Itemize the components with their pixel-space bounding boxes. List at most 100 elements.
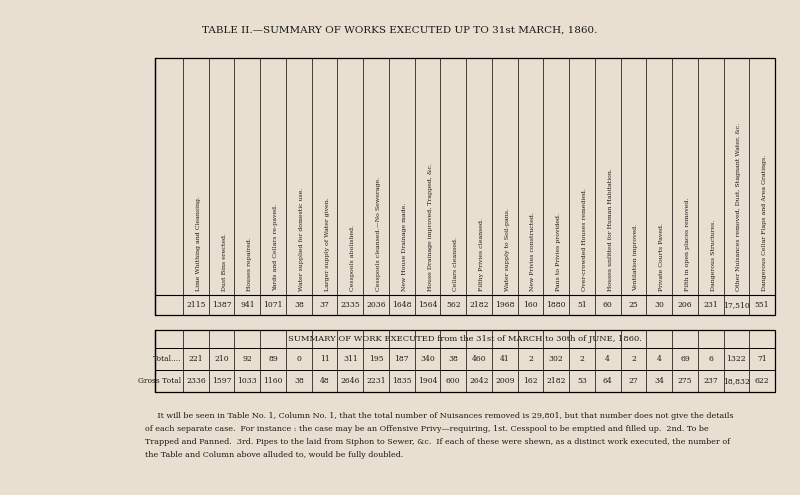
Text: Other Nuisances removed, Dust, Stagnant Water, &c.: Other Nuisances removed, Dust, Stagnant … (736, 123, 742, 291)
Text: Dust Bins erected.: Dust Bins erected. (222, 233, 226, 291)
Text: 6: 6 (708, 355, 713, 363)
Text: Dangerous Cellar Flaps and Area Gratings.: Dangerous Cellar Flaps and Area Gratings… (762, 155, 767, 291)
Text: 2646: 2646 (341, 377, 360, 385)
Text: Trapped and Panned.  3rd. Pipes to the laid from Siphon to Sewer, &c.  If each o: Trapped and Panned. 3rd. Pipes to the la… (145, 438, 730, 446)
Text: 1968: 1968 (495, 301, 514, 309)
Text: 160: 160 (523, 301, 538, 309)
Text: 622: 622 (755, 377, 770, 385)
Text: the Table and Column above alluded to, would be fully doubled.: the Table and Column above alluded to, w… (145, 451, 403, 459)
Text: 1880: 1880 (546, 301, 566, 309)
Text: 311: 311 (343, 355, 358, 363)
Text: Cesspools cleansed.—No Sewerage.: Cesspools cleansed.—No Sewerage. (376, 177, 381, 291)
Text: Water supplied for domestic use.: Water supplied for domestic use. (299, 188, 304, 291)
Text: 1387: 1387 (212, 301, 231, 309)
Text: SUMMARY OF WORK EXECUTED from the 31st of MARCH to 30th of JUNE, 1860.: SUMMARY OF WORK EXECUTED from the 31st o… (288, 335, 642, 343)
Text: 89: 89 (268, 355, 278, 363)
Text: of each separate case.  For instance : the case may be an Offensive Privy—requir: of each separate case. For instance : th… (145, 425, 709, 433)
Text: 2: 2 (631, 355, 636, 363)
Text: 1071: 1071 (263, 301, 283, 309)
Text: 25: 25 (629, 301, 638, 309)
Text: 18,832: 18,832 (723, 377, 750, 385)
Text: 600: 600 (446, 377, 461, 385)
Text: 562: 562 (446, 301, 461, 309)
Text: 53: 53 (577, 377, 587, 385)
Text: Ventilation improved.: Ventilation improved. (634, 224, 638, 291)
Text: Yards and Cellars re-paved.: Yards and Cellars re-paved. (273, 204, 278, 291)
Text: 2009: 2009 (495, 377, 514, 385)
Text: 41: 41 (500, 355, 510, 363)
Text: 38: 38 (294, 301, 304, 309)
Text: Over-crowded Houses remedied.: Over-crowded Houses remedied. (582, 188, 587, 291)
Text: 2: 2 (579, 355, 584, 363)
Text: 941: 941 (240, 301, 254, 309)
Text: Total....: Total.... (153, 355, 181, 363)
Text: 210: 210 (214, 355, 229, 363)
Text: It will be seen in Table No. 1, Column No. 1, that the total number of Nuisances: It will be seen in Table No. 1, Column N… (145, 412, 734, 420)
Text: 460: 460 (472, 355, 486, 363)
Text: 2: 2 (528, 355, 533, 363)
Text: 2115: 2115 (186, 301, 206, 309)
Text: 71: 71 (758, 355, 767, 363)
Text: 340: 340 (420, 355, 435, 363)
Text: 2036: 2036 (366, 301, 386, 309)
Text: Private Courts Paved.: Private Courts Paved. (659, 223, 664, 291)
Text: 195: 195 (369, 355, 383, 363)
Text: Filth in open places removed.: Filth in open places removed. (685, 198, 690, 291)
Text: Houses unfitted for Human Habitation.: Houses unfitted for Human Habitation. (608, 168, 613, 291)
Text: Pans to Privies provided.: Pans to Privies provided. (556, 213, 562, 291)
Text: 1564: 1564 (418, 301, 438, 309)
Text: 38: 38 (448, 355, 458, 363)
Text: 30: 30 (654, 301, 664, 309)
Text: 221: 221 (189, 355, 203, 363)
Text: House Drainage improved, Trapped, &c.: House Drainage improved, Trapped, &c. (427, 163, 433, 291)
Text: 1904: 1904 (418, 377, 438, 385)
Text: 2231: 2231 (366, 377, 386, 385)
Text: Water supply to Soil-pans.: Water supply to Soil-pans. (505, 208, 510, 291)
Text: 60: 60 (603, 301, 613, 309)
Text: 275: 275 (678, 377, 692, 385)
Text: 2335: 2335 (341, 301, 360, 309)
Text: 34: 34 (654, 377, 664, 385)
Text: Cellars cleansed.: Cellars cleansed. (454, 237, 458, 291)
Text: Houses repaired.: Houses repaired. (247, 237, 252, 291)
Text: 231: 231 (703, 301, 718, 309)
Text: 51: 51 (577, 301, 587, 309)
Text: 0: 0 (296, 355, 302, 363)
Text: 69: 69 (680, 355, 690, 363)
Text: Lime Whithing and Cleansing.: Lime Whithing and Cleansing. (196, 196, 201, 291)
Text: 17,510: 17,510 (723, 301, 750, 309)
Text: 2642: 2642 (470, 377, 489, 385)
Text: Larger supply of Water given.: Larger supply of Water given. (325, 197, 330, 291)
Text: 162: 162 (523, 377, 538, 385)
Text: 27: 27 (629, 377, 638, 385)
Text: 64: 64 (603, 377, 613, 385)
Text: 38: 38 (294, 377, 304, 385)
Text: 1597: 1597 (212, 377, 231, 385)
Text: 4: 4 (657, 355, 662, 363)
Text: Gross Total: Gross Total (138, 377, 181, 385)
Text: 1835: 1835 (392, 377, 411, 385)
Text: Filthy Privies cleansed.: Filthy Privies cleansed. (479, 218, 484, 291)
Text: New Privies constructed.: New Privies constructed. (530, 212, 535, 291)
Text: 206: 206 (678, 301, 692, 309)
Text: 187: 187 (394, 355, 409, 363)
Text: New House Drainage made.: New House Drainage made. (402, 203, 406, 291)
Text: 2182: 2182 (546, 377, 566, 385)
Text: 551: 551 (755, 301, 770, 309)
Text: 1648: 1648 (392, 301, 411, 309)
Text: 92: 92 (242, 355, 252, 363)
Text: Dangerous Structures.: Dangerous Structures. (710, 220, 716, 291)
Text: 302: 302 (549, 355, 563, 363)
Text: 1160: 1160 (263, 377, 283, 385)
Text: Cesspools abolished.: Cesspools abolished. (350, 225, 355, 291)
Text: 2182: 2182 (470, 301, 489, 309)
Text: 11: 11 (320, 355, 330, 363)
Text: 1322: 1322 (726, 355, 746, 363)
Text: 37: 37 (320, 301, 330, 309)
Text: TABLE II.—SUMMARY OF WORKS EXECUTED UP TO 31st MARCH, 1860.: TABLE II.—SUMMARY OF WORKS EXECUTED UP T… (202, 26, 598, 35)
Text: 237: 237 (703, 377, 718, 385)
Text: 4: 4 (606, 355, 610, 363)
Text: 2336: 2336 (186, 377, 206, 385)
Text: 1033: 1033 (238, 377, 258, 385)
Text: 48: 48 (320, 377, 330, 385)
